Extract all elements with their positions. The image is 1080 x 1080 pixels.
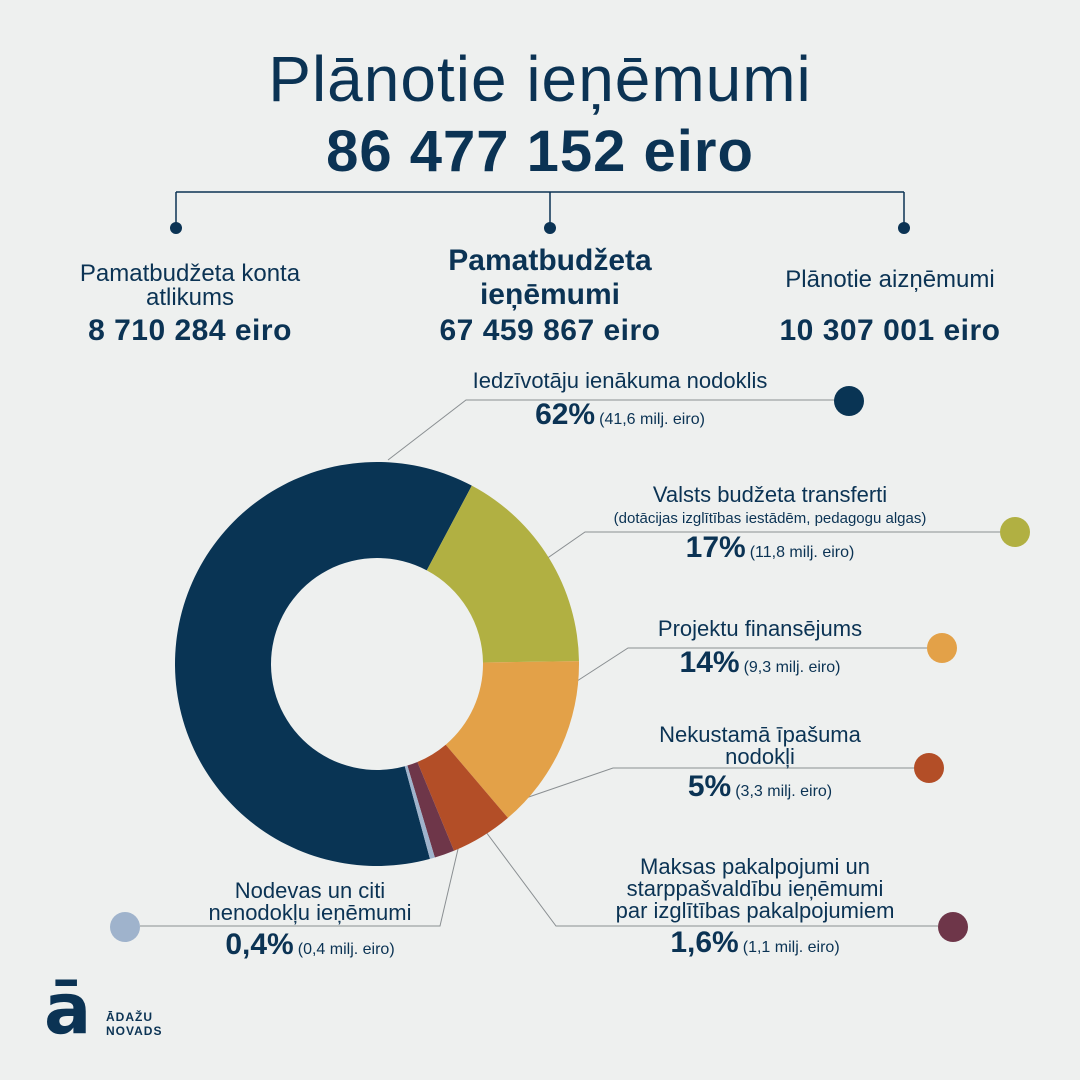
segment-name-line2: nenodokļu ieņēmumi bbox=[208, 900, 412, 925]
segment-name-line3: par izglītības pakalpojumiem bbox=[615, 898, 895, 923]
donut-slice-3 bbox=[417, 744, 508, 851]
top-item-value-1: 8 710 284 eiro bbox=[88, 314, 292, 347]
segment-value-row: 14% (9,3 milj. eiro) bbox=[590, 646, 930, 680]
segment-amount: (11,8 milj. eiro) bbox=[749, 544, 855, 561]
top-item-label-2: Pamatbudžeta ieņēmumi bbox=[448, 244, 652, 311]
logo: ā bbox=[44, 974, 91, 1044]
segment-pct: 0,4% bbox=[225, 928, 294, 961]
legend-dot-s4 bbox=[938, 912, 968, 942]
top-item-label-1: Pamatbudžeta konta atlikums bbox=[79, 260, 301, 311]
logo-mark: ā bbox=[44, 968, 92, 1050]
legend-dot-s5 bbox=[110, 912, 140, 942]
segment-name: Iedzīvotāju ienākuma nodoklis bbox=[472, 368, 768, 393]
segment-pct: 62% bbox=[535, 398, 596, 431]
legend-dot-s0 bbox=[834, 386, 864, 416]
segment-value-row: 17% (11,8 milj. eiro) bbox=[560, 531, 980, 565]
legend-dot-s1 bbox=[1000, 517, 1030, 547]
logo-line1: ĀDAŽU bbox=[106, 1010, 153, 1024]
segment-value-row: 5% (3,3 milj. eiro) bbox=[590, 770, 930, 804]
leader-line-s0 bbox=[387, 399, 836, 461]
donut-chart bbox=[174, 462, 579, 866]
segment-note: (dotācijas izglītības iestādēm, pedagogu… bbox=[613, 510, 927, 527]
segment-amount: (41,6 milj. eiro) bbox=[599, 411, 705, 428]
donut-slice-2 bbox=[445, 661, 579, 818]
leader-line-s5 bbox=[140, 831, 463, 927]
logo-text: ĀDAŽU NOVADS bbox=[106, 1010, 162, 1038]
segment-label-s4: Maksas pakalpojumi un starppašvaldību ie… bbox=[560, 856, 950, 960]
segment-pct: 17% bbox=[685, 531, 746, 564]
segment-name-line1: Maksas pakalpojumi un bbox=[640, 854, 870, 879]
segment-pct: 14% bbox=[679, 646, 740, 679]
segment-name: Projektu finansējums bbox=[657, 616, 863, 641]
donut-slice-1 bbox=[426, 485, 579, 663]
donut-slice-0 bbox=[174, 462, 472, 866]
leader-line-s3 bbox=[519, 767, 914, 801]
segment-name-line2: starppašvaldību ieņēmumi bbox=[626, 876, 884, 901]
bracket-dot-left bbox=[170, 222, 182, 234]
segment-amount: (0,4 milj. eiro) bbox=[297, 941, 395, 958]
segment-label-s1: Valsts budžeta transferti (dotācijas izg… bbox=[560, 484, 980, 565]
segment-amount: (3,3 milj. eiro) bbox=[735, 783, 833, 800]
leader-line-s4 bbox=[485, 831, 938, 927]
segment-amount: (9,3 milj. eiro) bbox=[743, 659, 841, 676]
segment-pct: 5% bbox=[687, 770, 732, 803]
segment-value-row: 1,6% (1,1 milj. eiro) bbox=[560, 926, 950, 960]
segment-value-row: 0,4% (0,4 milj. eiro) bbox=[140, 928, 480, 962]
page-title: Plānotie ieņēmumi bbox=[268, 43, 812, 115]
segment-name-line1: Nodevas un citi bbox=[234, 878, 386, 903]
segment-amount: (1,1 milj. eiro) bbox=[742, 939, 840, 956]
segment-name-line2: nodokļi bbox=[725, 744, 795, 769]
segment-value-row: 62% (41,6 milj. eiro) bbox=[420, 398, 820, 432]
segment-label-s0: Iedzīvotāju ienākuma nodoklis 62% (41,6 m… bbox=[420, 370, 820, 432]
legend-dot-s3 bbox=[914, 753, 944, 783]
donut-slice-4 bbox=[407, 762, 454, 858]
segment-pct: 1,6% bbox=[670, 926, 739, 959]
donut-slice-5 bbox=[404, 765, 435, 859]
segment-name: Valsts budžeta transferti bbox=[652, 482, 888, 507]
top-item-label-3: Plānotie aizņēmumi bbox=[785, 266, 995, 293]
top-item-value-3: 10 307 001 eiro bbox=[779, 314, 1001, 347]
bracket-dot-right bbox=[898, 222, 910, 234]
bracket-dot-mid bbox=[544, 222, 556, 234]
segment-label-s2: Projektu finansējums 14% (9,3 milj. eiro) bbox=[590, 618, 930, 680]
total-revenue: 86 477 152 eiro bbox=[326, 119, 754, 184]
logo-line2: NOVADS bbox=[106, 1024, 163, 1038]
segment-name-line1: Nekustamā īpašuma bbox=[659, 722, 861, 747]
legend-dot-s2 bbox=[927, 633, 957, 663]
top-item-value-2: 67 459 867 eiro bbox=[439, 314, 661, 347]
segment-label-s5: Nodevas un citi nenodokļu ieņēmumi 0,4%(… bbox=[140, 880, 480, 962]
segment-label-s3: Nekustamā īpašuma nodokļi 5% (3,3 milj. e… bbox=[590, 724, 930, 804]
